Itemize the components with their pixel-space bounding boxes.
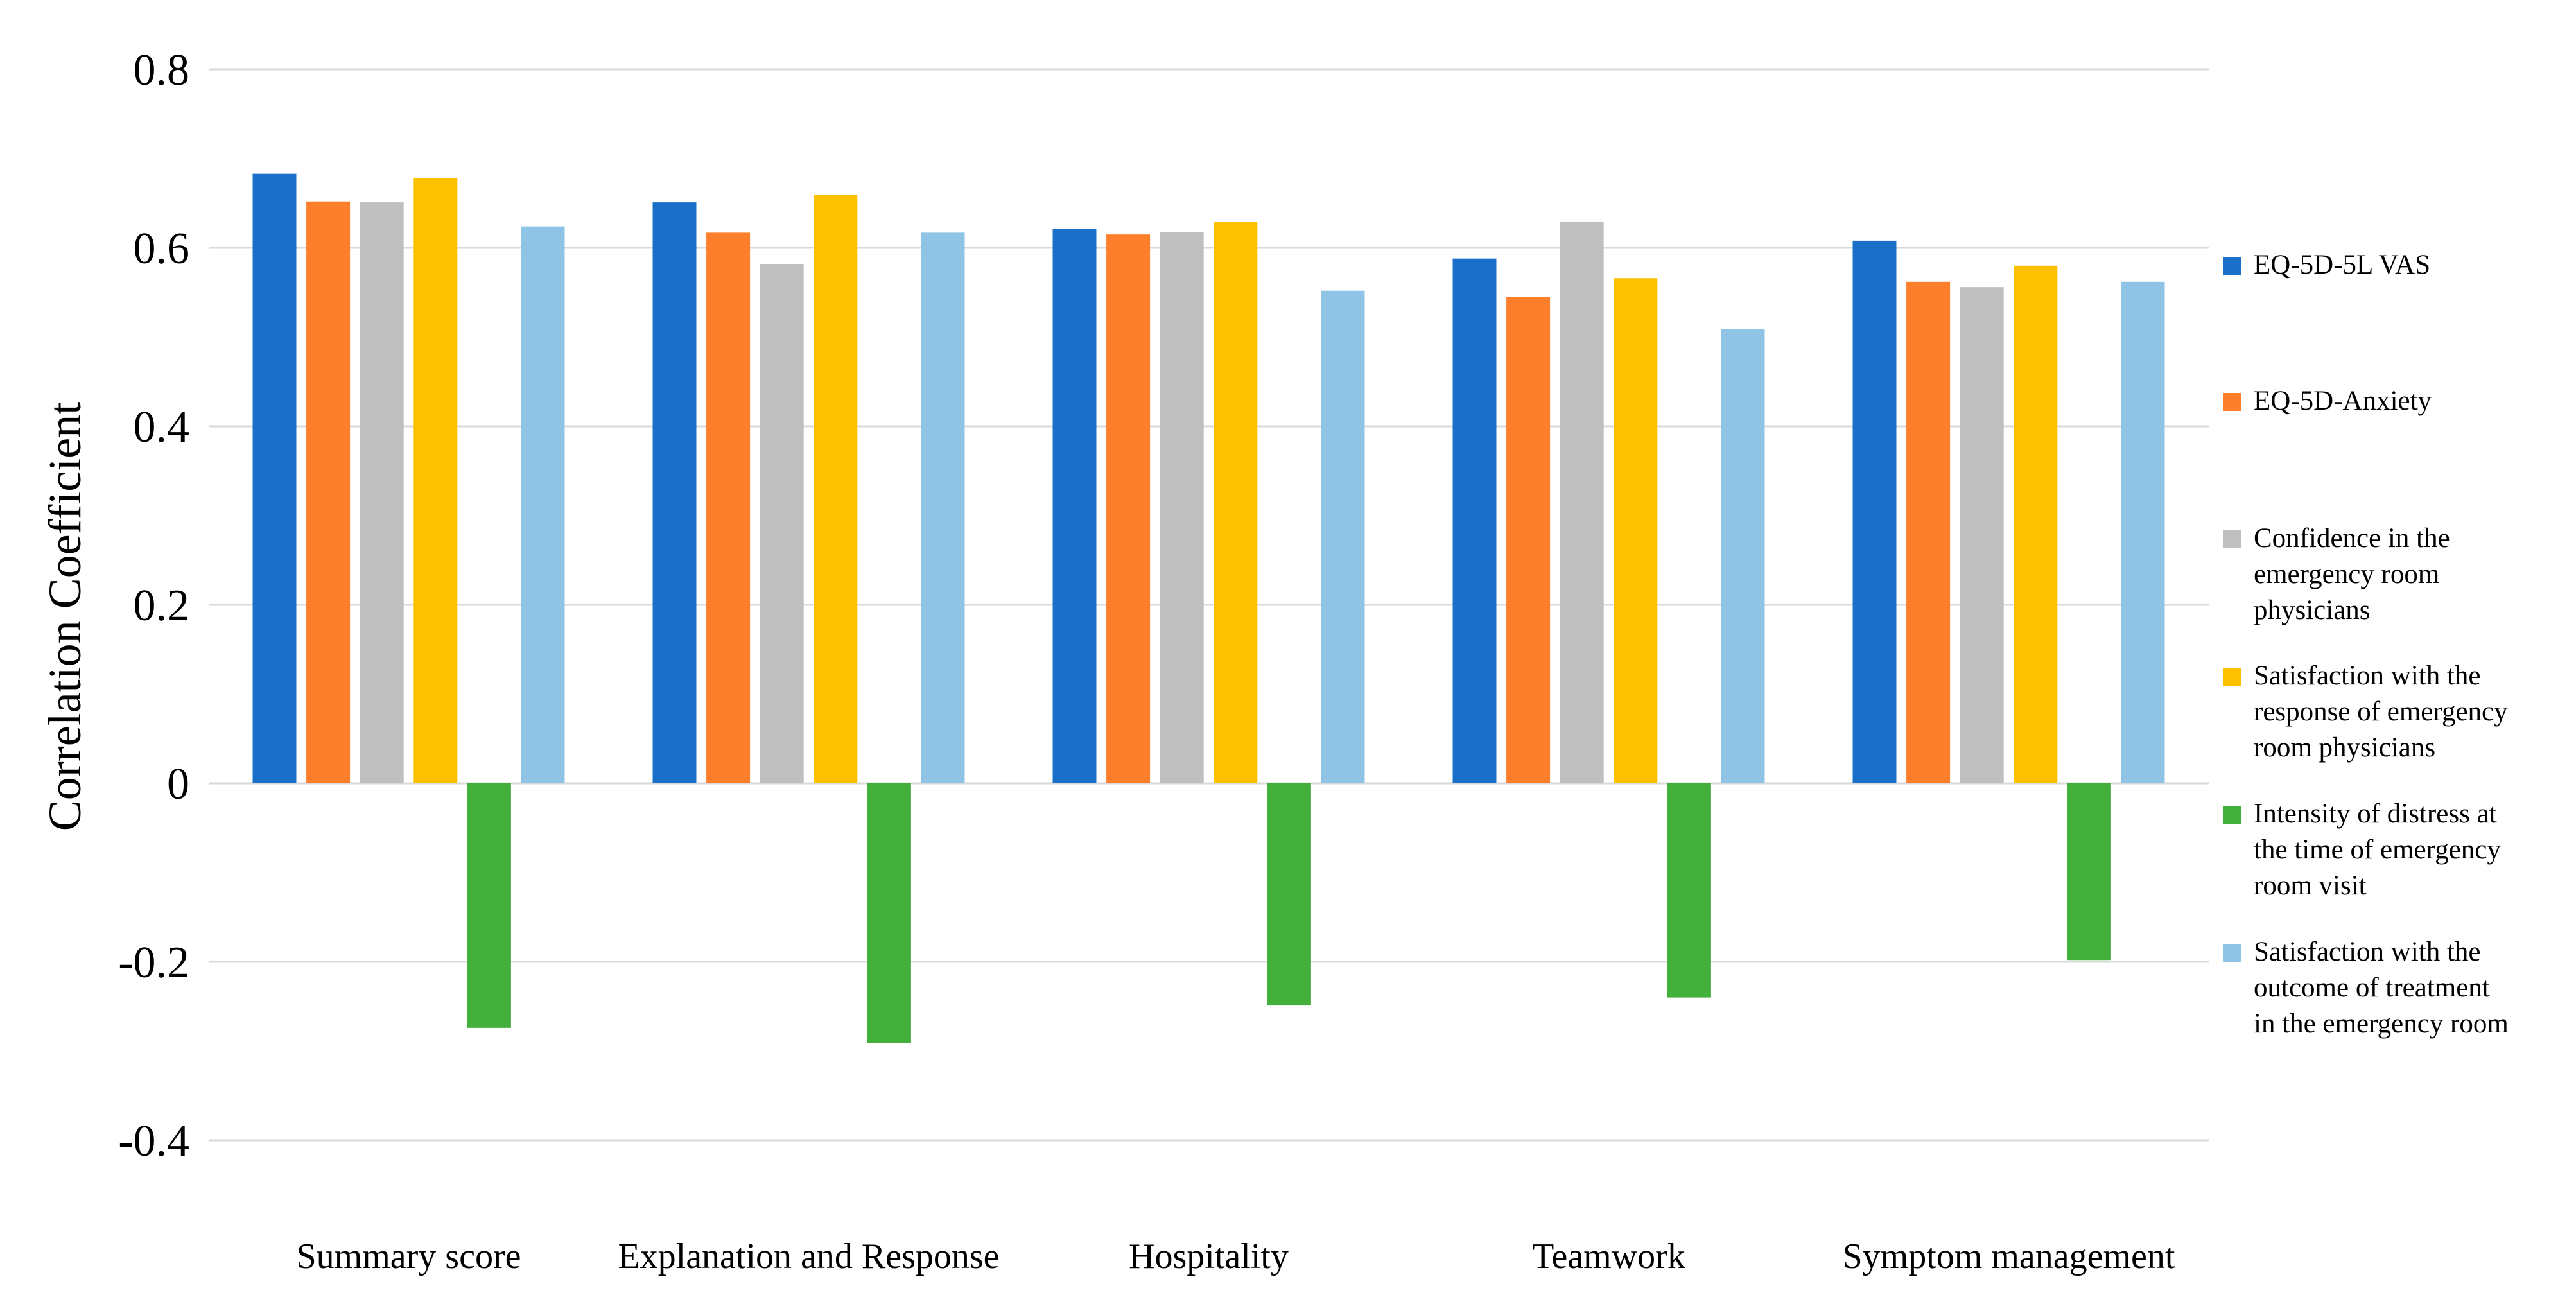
legend-swatch — [2223, 257, 2241, 275]
y-axis-ticks: 0.8 0.6 0.4 0.2 0 -0.2 -0.4 — [118, 46, 189, 1166]
legend-entry: Intensity of distress at the time of emer… — [2254, 799, 2501, 901]
bar — [1852, 240, 1897, 783]
bar — [706, 232, 751, 783]
bar — [867, 783, 911, 1043]
bar — [652, 202, 697, 783]
bar — [467, 783, 511, 1028]
legend-swatch — [2223, 668, 2241, 686]
bar — [306, 201, 351, 784]
bar — [814, 195, 858, 783]
bar — [1506, 297, 1551, 783]
bar — [1667, 783, 1711, 998]
bar — [413, 178, 458, 784]
legend-entry: Satisfaction with the response of emergen… — [2254, 661, 2508, 763]
bar — [2014, 265, 2058, 783]
bar — [252, 173, 297, 783]
bar — [1267, 783, 1311, 1006]
legend-entry: EQ-5D-Anxiety — [2254, 386, 2432, 416]
y-tick-label: 0.6 — [134, 224, 190, 274]
bar — [1214, 222, 1258, 783]
legend-swatch — [2223, 806, 2241, 824]
x-tick-label: Explanation and Response — [618, 1237, 999, 1276]
y-tick-label: -0.4 — [118, 1117, 189, 1166]
bar — [921, 232, 965, 783]
legend-swatch — [2223, 530, 2241, 548]
legend-swatch — [2223, 393, 2241, 411]
bar — [1106, 234, 1151, 783]
legend-entry: Satisfaction with the outcome of treatmen… — [2254, 937, 2509, 1039]
bar — [1052, 229, 1097, 783]
x-tick-label: Teamwork — [1532, 1237, 1685, 1276]
bar — [1614, 278, 1658, 783]
bar — [1560, 222, 1604, 783]
bar — [521, 226, 565, 783]
legend-swatch — [2223, 944, 2241, 962]
bars — [252, 173, 2165, 1043]
legend-entry: Confidence in the emergency room physician… — [2254, 523, 2450, 625]
y-tick-label: 0.8 — [134, 46, 190, 95]
bar — [1906, 281, 1951, 783]
y-tick-label: -0.2 — [118, 938, 189, 987]
category-labels: Summary score Explanation and Response Hos… — [297, 1237, 2175, 1276]
y-tick-label: 0.2 — [134, 581, 190, 630]
bar — [2121, 281, 2165, 783]
y-tick-label: 0 — [167, 760, 189, 809]
bar — [1960, 287, 2004, 783]
x-tick-label: Summary score — [297, 1237, 521, 1276]
bar — [360, 202, 404, 783]
bar — [2067, 783, 2111, 961]
x-tick-label: Symptom management — [1843, 1237, 2175, 1276]
bar — [1452, 258, 1497, 783]
legend-entry: EQ-5D-5L VAS — [2254, 250, 2430, 280]
bar — [1721, 329, 1765, 783]
legend: EQ-5D-5L VAS EQ-5D-Anxiety Confidence in t… — [2223, 250, 2509, 1039]
bar — [760, 264, 804, 783]
x-tick-label: Hospitality — [1129, 1237, 1289, 1276]
y-tick-label: 0.4 — [134, 403, 190, 452]
bar — [1160, 231, 1204, 784]
bar — [1321, 290, 1365, 784]
y-axis-title: Correlation Coefficient — [39, 402, 91, 831]
